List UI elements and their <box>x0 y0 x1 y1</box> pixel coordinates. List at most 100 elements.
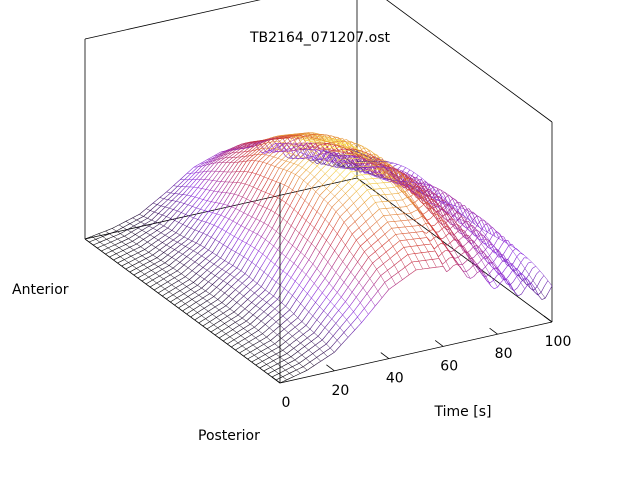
surface-row-segment <box>180 236 185 240</box>
surface-row-segment <box>366 154 371 156</box>
surface-row-segment <box>235 325 240 328</box>
surface-row-segment <box>398 269 402 273</box>
surface-row-segment <box>261 230 266 237</box>
surface-row-segment <box>198 188 203 193</box>
surface-row-segment <box>149 254 153 258</box>
surface-row-segment <box>434 245 439 250</box>
surface-row-segment <box>313 278 318 284</box>
surface-column-segment <box>355 297 361 303</box>
surface-row-segment <box>440 189 445 196</box>
surface-row-segment <box>344 287 349 293</box>
surface-row-segment <box>471 212 476 221</box>
surface-column-segment <box>113 236 118 240</box>
surface-row-segment <box>148 274 153 278</box>
surface-row-segment <box>289 304 294 311</box>
surface-column-segment <box>291 172 296 175</box>
surface-row-segment <box>135 236 140 240</box>
surface-row-segment <box>123 229 128 232</box>
surface-row-segment <box>302 358 307 362</box>
surface-row-segment <box>308 150 312 155</box>
surface-row-segment <box>293 374 298 377</box>
surface-column-segment <box>190 289 195 293</box>
surface-row-segment <box>317 283 322 289</box>
surface-column-segment <box>175 287 181 291</box>
surface-row-segment <box>287 323 292 327</box>
surface-column-segment <box>136 243 141 247</box>
surface-row-segment <box>313 328 318 333</box>
surface-row-segment <box>441 250 446 254</box>
surface-row-segment <box>222 271 227 276</box>
surface-row-segment <box>277 191 282 198</box>
surface-row-segment <box>352 167 357 171</box>
surface-row-segment <box>265 233 270 240</box>
surface-row-segment <box>304 302 309 309</box>
surface-row-segment <box>241 156 246 160</box>
surface-row-segment <box>333 340 338 345</box>
surface-column-segment <box>200 276 205 280</box>
surface-row-segment <box>286 215 291 223</box>
surface-row-segment <box>339 204 344 209</box>
surface-column-segment <box>244 227 250 231</box>
surface-row-segment <box>305 320 310 326</box>
surface-row-segment <box>204 242 209 248</box>
surface-row-segment <box>266 362 271 365</box>
surface-row-segment <box>257 286 262 291</box>
surface-row-segment <box>185 279 190 282</box>
surface-column-segment <box>381 201 387 209</box>
surface-column-segment <box>262 299 267 303</box>
surface-row-segment <box>353 261 358 268</box>
surface-column-segment <box>289 162 295 164</box>
surface-row-segment <box>248 339 253 343</box>
surface-row-segment <box>206 261 210 265</box>
surface-row-segment <box>457 201 461 204</box>
surface-row-segment <box>150 211 155 216</box>
surface-column-segment <box>125 244 130 248</box>
surface-column-segment <box>239 210 244 214</box>
surface-row-segment <box>239 289 244 294</box>
surface-row-segment <box>188 299 193 302</box>
surface-row-segment <box>330 239 335 246</box>
surface-row-segment <box>209 258 214 262</box>
surface-row-segment <box>173 237 177 241</box>
surface-row-segment <box>401 191 406 193</box>
surface-row-segment <box>251 359 256 363</box>
surface-row-segment <box>236 217 241 224</box>
surface-row-segment <box>309 217 314 225</box>
surface-column-segment <box>147 218 152 221</box>
surface-row-segment <box>341 185 346 190</box>
surface-row-segment <box>294 212 299 220</box>
surface-column-segment <box>385 208 391 216</box>
surface-column-segment <box>187 267 193 271</box>
surface-row-segment <box>469 231 474 237</box>
surface-column-segment <box>128 262 133 266</box>
surface-row-segment <box>297 348 302 352</box>
surface-row-segment <box>356 302 361 308</box>
surface-row-segment <box>326 245 331 252</box>
surface-row-segment <box>301 163 306 168</box>
surface-row-segment <box>267 269 272 276</box>
surface-row-segment <box>307 187 312 195</box>
surface-row-segment <box>173 210 178 215</box>
surface-row-segment <box>133 223 138 227</box>
surface-row-segment <box>291 326 296 331</box>
surface-column-segment <box>341 239 346 246</box>
surface-column-segment <box>280 285 285 289</box>
surface-row-segment <box>259 206 264 213</box>
surface-column-segment <box>166 244 171 248</box>
surface-row-segment <box>324 159 328 165</box>
surface-column-segment <box>242 283 247 287</box>
surface-row-segment <box>195 231 200 237</box>
surface-column-segment <box>320 273 326 279</box>
surface-row-segment <box>246 200 251 207</box>
surface-row-segment <box>293 308 298 314</box>
surface-row-segment <box>257 190 262 197</box>
surface-row-segment <box>496 272 501 276</box>
surface-row-segment <box>283 353 288 356</box>
surface-row-segment <box>146 234 151 238</box>
surface-column-segment <box>270 367 275 371</box>
surface-row-segment <box>285 250 290 257</box>
surface-column-segment <box>383 263 388 271</box>
surface-column-segment <box>404 266 410 275</box>
surface-column-segment <box>193 309 198 313</box>
surface-row-segment <box>183 256 187 260</box>
